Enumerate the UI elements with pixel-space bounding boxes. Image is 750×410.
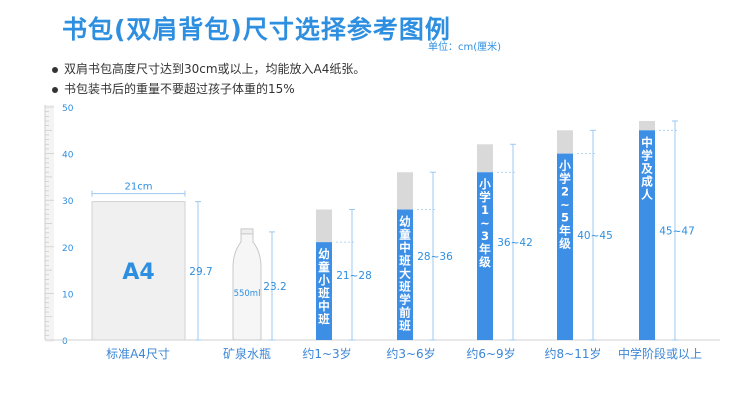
y-tick-label: 10 — [62, 290, 74, 300]
bullet-icon — [52, 86, 58, 93]
y-tick-label: 40 — [62, 151, 74, 161]
bullet-icon — [52, 66, 58, 73]
note-text: 书包装书后的重量不要超过孩子体重的15% — [64, 82, 295, 96]
bar-minimum — [316, 242, 332, 340]
dimension-label: 23.2 — [263, 281, 286, 293]
bar-extension — [316, 209, 332, 243]
bottle-volume-label: 550ml — [234, 289, 261, 299]
bar-extension — [397, 172, 413, 210]
bar-label: 中学及成人 — [641, 135, 653, 201]
bar-label: 小学 1 ~3 年级 — [478, 177, 491, 269]
a4-label: A4 — [122, 260, 154, 285]
y-tick-label: 20 — [62, 244, 74, 254]
bar-minimum — [639, 130, 655, 340]
bar-minimum — [477, 172, 493, 340]
y-tick-label: 0 — [62, 337, 68, 347]
dimension-label: 36~42 — [497, 237, 533, 249]
dimension-label: 28~36 — [417, 251, 453, 263]
dimension-label: 45~47 — [659, 225, 695, 237]
y-tick-label: 30 — [62, 197, 74, 207]
category-label: 中学阶段或以上 — [618, 346, 702, 361]
a4-sheet — [91, 201, 186, 341]
bar-minimum — [557, 153, 573, 340]
category-label: 矿泉水瓶 — [223, 347, 271, 361]
dimension-label: 40~45 — [577, 230, 613, 242]
category-label: 约1~3岁 — [302, 346, 351, 361]
page-title: 书包(双肩背包)尺寸选择参考图例 — [62, 15, 451, 44]
dimension-label: 29.7 — [189, 266, 212, 278]
category-label: 约8~11岁 — [545, 346, 602, 361]
y-tick-label: 50 — [62, 104, 74, 114]
category-label: 标准A4尺寸 — [106, 347, 170, 361]
bar-minimum — [397, 209, 413, 340]
note-weight: 书包装书后的重量不要超过孩子体重的15% — [52, 80, 295, 97]
water-bottle-icon — [232, 231, 262, 341]
bar-extension — [557, 130, 573, 154]
bar-label: 幼童小班中班 — [317, 247, 330, 326]
bar-extension — [639, 120, 655, 131]
note-text: 双肩书包高度尺寸达到30cm或以上，均能放入A4纸张。 — [64, 62, 366, 76]
bar-label: 幼童中班大班学前班 — [399, 215, 411, 333]
bottle-cap — [240, 228, 254, 235]
dimension-label: 21~28 — [336, 270, 372, 282]
category-label: 约6~9岁 — [466, 346, 515, 361]
category-label: 约3~6岁 — [386, 346, 435, 361]
width-label: 21cm — [125, 182, 153, 193]
bar-extension — [477, 144, 493, 173]
bar-label: 小学 2 ~5 年级 — [558, 159, 571, 251]
note-a4-fit: 双肩书包高度尺寸达到30cm或以上，均能放入A4纸张。 — [52, 60, 365, 77]
unit-label: 单位：cm(厘米) — [428, 42, 502, 53]
